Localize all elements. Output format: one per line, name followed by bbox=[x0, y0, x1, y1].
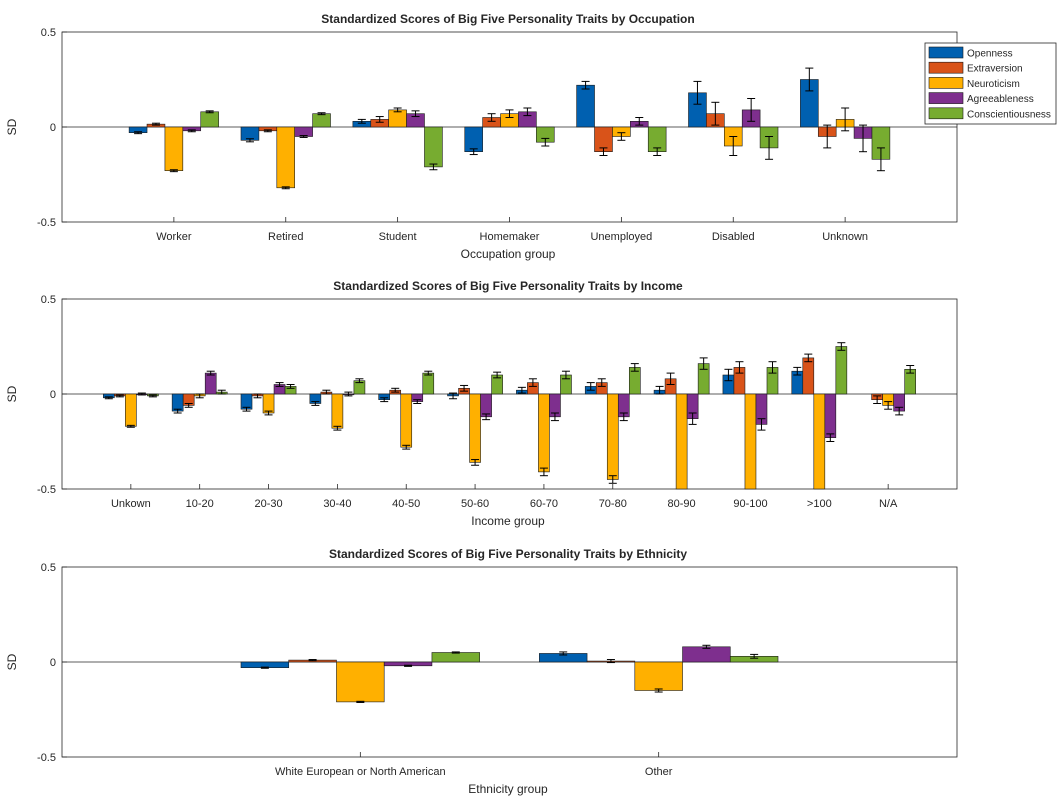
legend-swatch bbox=[928, 77, 964, 89]
legend-entry: Conscientiousness bbox=[967, 109, 1051, 120]
x-tick-label: Worker bbox=[156, 231, 192, 243]
chart-title: Standardized Scores of Big Five Personal… bbox=[329, 547, 687, 561]
x-tick-label: 20-30 bbox=[254, 498, 282, 510]
bar bbox=[606, 393, 619, 480]
bar bbox=[480, 393, 492, 418]
y-tick-label: 0.5 bbox=[41, 562, 56, 574]
y-axis-label: SD bbox=[5, 118, 19, 135]
bar bbox=[312, 113, 331, 128]
y-tick-label: 0 bbox=[50, 389, 56, 401]
x-tick-label: 50-60 bbox=[461, 498, 489, 510]
x-tick-label: 10-20 bbox=[186, 498, 214, 510]
bar bbox=[813, 393, 826, 490]
legend-entry: Agreeableness bbox=[967, 94, 1034, 105]
x-tick-label: Homemaker bbox=[480, 231, 540, 243]
x-tick-label: N/A bbox=[879, 498, 898, 510]
y-tick-label: 0 bbox=[50, 657, 56, 669]
chart-title: Standardized Scores of Big Five Personal… bbox=[333, 279, 683, 293]
x-axis-label: Ethnicity group bbox=[468, 782, 548, 796]
bar bbox=[204, 372, 217, 395]
bar bbox=[262, 393, 275, 414]
x-tick-label: 30-40 bbox=[323, 498, 351, 510]
legend-swatch bbox=[928, 61, 964, 74]
y-axis-label: SD bbox=[5, 385, 19, 402]
bar bbox=[171, 393, 184, 412]
y-tick-label: -0.5 bbox=[37, 217, 56, 229]
x-tick-label: Unkown bbox=[111, 498, 151, 510]
bar bbox=[634, 661, 683, 691]
bar bbox=[400, 393, 413, 448]
x-tick-label: 40-50 bbox=[392, 498, 420, 510]
bar bbox=[336, 661, 385, 703]
y-tick-label: -0.5 bbox=[37, 484, 56, 496]
legend-entry: Openness bbox=[967, 49, 1013, 60]
chart-title: Standardized Scores of Big Five Personal… bbox=[321, 12, 694, 26]
y-axis-label: SD bbox=[5, 653, 19, 670]
bar bbox=[576, 84, 595, 128]
x-axis-label: Income group bbox=[471, 514, 545, 528]
x-axis-label: Occupation group bbox=[461, 247, 556, 261]
x-tick-label: >100 bbox=[807, 498, 832, 510]
x-tick-label: 90-100 bbox=[733, 498, 767, 510]
occupation-chart: Standardized Scores of Big Five Personal… bbox=[5, 12, 958, 261]
y-tick-label: 0 bbox=[50, 122, 56, 134]
bar bbox=[431, 652, 480, 663]
bar bbox=[824, 393, 837, 439]
y-tick-label: 0.5 bbox=[41, 294, 56, 306]
income-chart: Standardized Scores of Big Five Personal… bbox=[5, 279, 958, 528]
bar bbox=[469, 393, 481, 463]
x-tick-label: 60-70 bbox=[530, 498, 558, 510]
bar bbox=[164, 126, 184, 172]
y-tick-label: 0.5 bbox=[41, 27, 56, 39]
bar bbox=[802, 357, 815, 395]
bar bbox=[200, 111, 219, 128]
bar bbox=[835, 346, 848, 395]
bar bbox=[538, 393, 550, 473]
legend-entry: Neuroticism bbox=[967, 79, 1020, 90]
x-tick-label: 70-80 bbox=[599, 498, 627, 510]
bar bbox=[422, 372, 435, 395]
bar bbox=[744, 393, 757, 490]
bar bbox=[682, 646, 731, 663]
ethnicity-chart: Standardized Scores of Big Five Personal… bbox=[5, 547, 958, 796]
x-tick-label: Retired bbox=[268, 231, 303, 243]
x-tick-label: Disabled bbox=[712, 231, 755, 243]
bar bbox=[276, 126, 295, 189]
x-tick-label: Student bbox=[379, 231, 417, 243]
x-tick-label: Other bbox=[645, 766, 673, 778]
legend-swatch bbox=[928, 46, 964, 59]
bar bbox=[464, 126, 483, 153]
x-tick-label: White European or North American bbox=[275, 766, 446, 778]
y-tick-label: -0.5 bbox=[37, 752, 56, 764]
legend-swatch bbox=[928, 92, 964, 104]
bar bbox=[388, 109, 407, 128]
legend-swatch bbox=[928, 107, 964, 120]
x-tick-label: Unemployed bbox=[590, 231, 652, 243]
legend-entry: Extraversion bbox=[967, 64, 1023, 75]
bar bbox=[331, 393, 344, 429]
bar bbox=[125, 393, 137, 427]
legend: Openness Extraversion Neuroticism Agreeable… bbox=[924, 42, 1057, 125]
x-tick-label: 80-90 bbox=[668, 498, 696, 510]
bar bbox=[675, 393, 688, 490]
x-tick-label: Unknown bbox=[822, 231, 868, 243]
bar bbox=[424, 126, 443, 168]
